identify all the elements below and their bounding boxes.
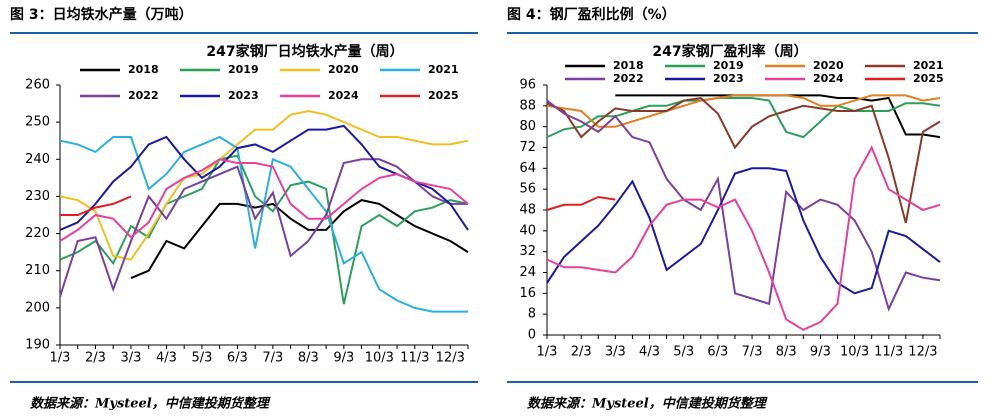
x-tick-label: 2/3: [571, 345, 592, 360]
y-tick-label: 240: [25, 152, 50, 167]
series-line: [546, 94, 941, 128]
x-tick-label: 11/3: [400, 351, 429, 366]
legend-label: 2021: [913, 59, 944, 72]
legend-label: 2024: [813, 72, 844, 85]
x-tick-label: 9/3: [810, 345, 831, 360]
series-line: [546, 99, 941, 312]
series-line: [546, 97, 941, 139]
y-tick-label: 0: [528, 328, 536, 343]
series-line: [130, 199, 469, 280]
y-tick-label: 230: [25, 189, 50, 204]
legend-label: 2021: [428, 63, 459, 76]
y-tick-label: 250: [25, 115, 50, 130]
y-tick-label: 32: [519, 244, 536, 259]
series-line: [546, 145, 941, 331]
chart-title: 247家钢厂盈利率（周）: [652, 43, 807, 60]
legend-label: 2022: [613, 72, 644, 85]
figure-title: 图 3：日均铁水产量（万吨）: [10, 6, 193, 23]
y-tick-label: 260: [25, 78, 50, 93]
series-line: [546, 195, 616, 211]
y-tick-label: 48: [519, 203, 536, 218]
series-line: [60, 195, 132, 216]
y-tick-label: 200: [25, 300, 50, 315]
y-tick-label: 96: [519, 78, 536, 93]
y-tick-label: 190: [25, 338, 50, 353]
x-tick-label: 10/3: [365, 351, 394, 366]
y-tick-label: 40: [519, 223, 536, 238]
legend-label: 2019: [228, 63, 259, 76]
x-tick-label: 4/3: [156, 351, 177, 366]
x-tick-label: 1/3: [537, 345, 558, 360]
y-tick-label: 64: [519, 161, 536, 176]
legend-label: 2025: [428, 89, 459, 102]
series-line: [546, 167, 941, 295]
x-tick-label: 3/3: [120, 351, 141, 366]
figure-title: 图 4：钢厂盈利比例（%）: [507, 6, 676, 23]
legend-label: 2018: [613, 59, 644, 72]
y-tick-label: 16: [519, 286, 536, 301]
series-line: [546, 96, 941, 224]
chart-title: 247家钢厂日均铁水产量（周）: [206, 43, 403, 60]
legend-label: 2023: [713, 72, 744, 85]
y-tick-label: 210: [25, 263, 50, 278]
x-tick-label: 8/3: [298, 351, 319, 366]
legend-label: 2025: [913, 72, 944, 85]
x-tick-label: 2/3: [85, 351, 106, 366]
x-tick-label: 4/3: [639, 345, 660, 360]
series-line: [59, 158, 469, 242]
x-tick-label: 1/3: [50, 351, 71, 366]
legend-label: 2024: [328, 89, 359, 102]
legend-label: 2022: [128, 89, 159, 102]
x-tick-label: 9/3: [333, 351, 354, 366]
y-tick-label: 24: [519, 265, 536, 280]
x-tick-label: 3/3: [605, 345, 626, 360]
x-tick-label: 12/3: [908, 345, 937, 360]
x-tick-label: 6/3: [227, 351, 248, 366]
source-note: 数据来源：Mysteel，中信建投期货整理: [527, 396, 768, 412]
series-line: [59, 135, 468, 313]
series-line: [59, 109, 469, 261]
x-tick-label: 12/3: [436, 351, 465, 366]
y-tick-label: 8: [528, 307, 536, 322]
legend-label: 2019: [713, 59, 744, 72]
x-tick-label: 10/3: [840, 345, 869, 360]
x-tick-label: 5/3: [191, 351, 212, 366]
legend-label: 2020: [328, 63, 359, 76]
x-tick-label: 5/3: [673, 345, 694, 360]
legend-label: 2023: [228, 89, 259, 102]
x-tick-label: 7/3: [742, 345, 763, 360]
legend-label: 2020: [813, 59, 844, 72]
x-tick-label: 8/3: [776, 345, 797, 360]
y-tick-label: 80: [519, 119, 536, 134]
y-tick-label: 220: [25, 226, 50, 241]
x-tick-label: 11/3: [874, 345, 903, 360]
x-tick-label: 6/3: [707, 345, 728, 360]
series-line: [59, 158, 468, 298]
x-tick-label: 7/3: [262, 351, 283, 366]
y-tick-label: 88: [519, 98, 536, 113]
legend-label: 2018: [128, 63, 159, 76]
y-tick-label: 72: [519, 140, 536, 155]
y-tick-label: 56: [519, 182, 536, 197]
source-note: 数据来源：Mysteel，中信建投期货整理: [30, 396, 271, 412]
